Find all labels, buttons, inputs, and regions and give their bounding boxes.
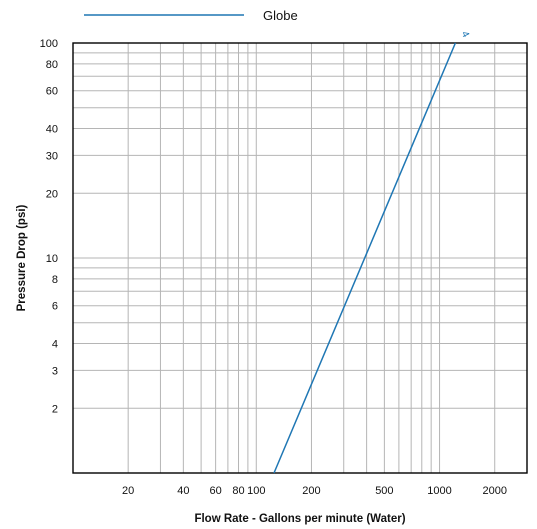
x-tick-label: 100	[247, 485, 265, 497]
y-axis-title: Pressure Drop (psi)	[16, 204, 28, 311]
y-tick-label: 20	[46, 188, 58, 200]
series-line-globe	[273, 42, 457, 474]
y-tick-label: 30	[46, 150, 58, 162]
x-tick-label: 2000	[482, 485, 506, 497]
y-tick-label: 40	[46, 124, 58, 136]
x-axis-ticks: 20 40 60 80 100 200 500 1000 2000	[122, 485, 507, 497]
legend-label-globe: Globe	[263, 8, 298, 23]
x-tick-label: 200	[302, 485, 320, 497]
x-tick-label: 20	[122, 485, 134, 497]
y-tick-label: 3	[52, 365, 58, 377]
x-tick-label: 1000	[427, 485, 451, 497]
y-tick-label: 2	[52, 403, 58, 415]
series-layer: 4	[273, 30, 472, 474]
x-axis-title: Flow Rate - Gallons per minute (Water)	[194, 513, 405, 525]
series-curve-label: 4	[459, 30, 472, 40]
plot-frame	[72, 42, 528, 474]
x-tick-label: 60	[209, 485, 221, 497]
x-tick-label: 80	[232, 485, 244, 497]
legend: Globe	[84, 8, 298, 23]
y-tick-label: 10	[46, 253, 58, 265]
grid	[73, 43, 527, 473]
x-tick-label: 40	[177, 485, 189, 497]
y-tick-label: 80	[46, 59, 58, 71]
x-tick-label: 500	[375, 485, 393, 497]
y-tick-label: 8	[52, 274, 58, 286]
y-tick-label: 6	[52, 301, 58, 313]
y-tick-label: 60	[46, 86, 58, 98]
y-tick-label: 4	[52, 339, 58, 351]
y-axis-ticks: 2 3 4 6 8 10 20 30 40 60 80 100	[40, 38, 58, 415]
y-tick-label: 100	[40, 38, 58, 50]
